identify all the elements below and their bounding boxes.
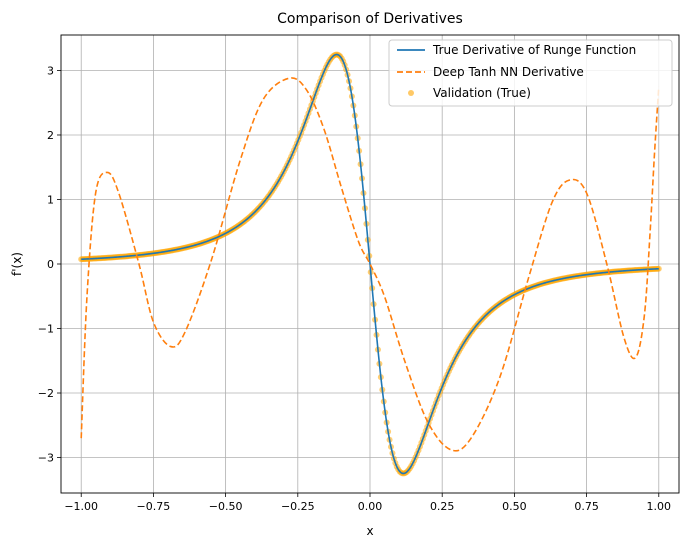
x-tick-label-8: 1.00 — [647, 500, 672, 513]
x-tick-label-4: 0.00 — [358, 500, 383, 513]
y-tick-label-0: −3 — [38, 452, 54, 465]
chart-title: Comparison of Derivatives — [277, 11, 463, 27]
x-tick-label-1: −0.75 — [137, 500, 171, 513]
y-axis-ticks: −3 −2 −1 0 1 2 3 — [38, 64, 61, 464]
legend-label-true-derivative: True Derivative of Runge Function — [432, 43, 636, 57]
x-tick-label-0: −1.00 — [64, 500, 98, 513]
x-axis-label: x — [366, 524, 373, 538]
y-tick-label-2: −1 — [38, 323, 54, 336]
x-tick-label-6: 0.50 — [502, 500, 527, 513]
y-tick-label-6: 3 — [47, 64, 54, 77]
y-tick-label-5: 2 — [47, 129, 54, 142]
y-axis-label: f'(x) — [10, 252, 24, 276]
y-tick-label-3: 0 — [47, 258, 54, 271]
x-tick-label-7: 0.75 — [574, 500, 599, 513]
x-axis-ticks: −1.00 −0.75 −0.50 −0.25 0.00 0.25 0.50 0.75 1.00 — [64, 493, 671, 513]
y-tick-label-1: −2 — [38, 387, 54, 400]
legend-label-validation: Validation (True) — [433, 86, 531, 100]
x-tick-label-2: −0.50 — [209, 500, 243, 513]
x-tick-label-5: 0.25 — [430, 500, 455, 513]
x-tick-label-3: −0.25 — [281, 500, 315, 513]
legend-swatch-validation — [408, 90, 414, 96]
y-tick-label-4: 1 — [47, 193, 54, 206]
legend-label-nn-derivative: Deep Tanh NN Derivative — [433, 65, 584, 79]
legend: True Derivative of Runge Function Deep T… — [389, 40, 672, 106]
